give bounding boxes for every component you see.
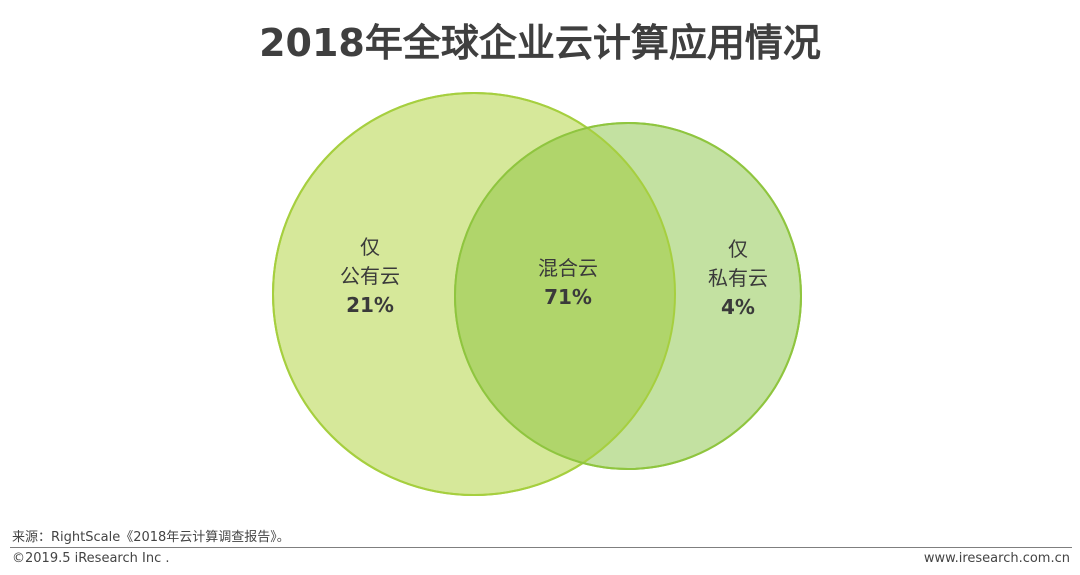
hybrid-cloud-overlap	[455, 123, 675, 469]
public-only-line2: 公有云	[340, 264, 400, 288]
private-only-line1: 仅	[728, 237, 748, 261]
private-only-line2: 私有云	[708, 266, 768, 290]
public-only-value: 21%	[346, 293, 394, 317]
private-cloud-outline	[454, 122, 802, 470]
copyright: ©2019.5 iResearch Inc .	[12, 551, 170, 566]
hybrid-label: 混合云 71%	[518, 254, 618, 312]
hybrid-line1: 混合云	[538, 256, 598, 280]
public-only-line1: 仅	[360, 235, 380, 259]
private-only-label: 仅 私有云 4%	[688, 235, 788, 322]
page-title: 2018年全球企业云计算应用情况	[259, 21, 821, 65]
footer-divider	[10, 547, 1072, 548]
hybrid-value: 71%	[544, 285, 592, 309]
website-link[interactable]: www.iresearch.com.cn	[923, 551, 1070, 566]
source-note: 来源：RightScale《2018年云计算调查报告》。	[12, 530, 290, 545]
private-only-value: 4%	[721, 295, 755, 319]
public-cloud-outline	[272, 92, 676, 496]
public-only-label: 仅 公有云 21%	[320, 233, 420, 320]
